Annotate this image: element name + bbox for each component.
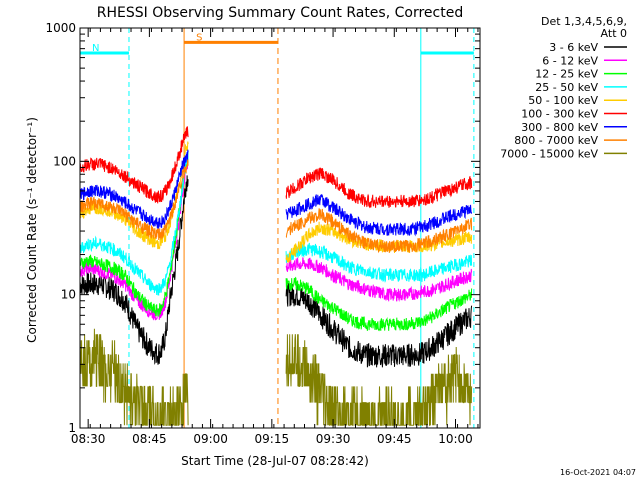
series-line-8-seg-0: [79, 328, 189, 426]
legend-label-6: 300 - 800 keV: [521, 121, 598, 134]
series-3: [79, 150, 473, 296]
legend-label-1: 6 - 12 keV: [542, 54, 598, 67]
series-0: [79, 175, 473, 368]
y-tick-label-0: 1: [68, 421, 76, 435]
legend-label-4: 50 - 100 keV: [528, 94, 598, 107]
axes: 1 10 100 1000 08:30 08:45 09:00 09:15 09:30 09:45…: [45, 21, 481, 446]
annotation-night-label-0: N: [92, 43, 99, 54]
x-tick-label-0: 08:30: [71, 432, 106, 446]
series-line-3-seg-1: [285, 242, 473, 283]
plot-area: NS: [79, 28, 475, 428]
series-line-4-seg-1: [285, 221, 473, 263]
series-8: [79, 328, 473, 426]
legend-header-line-1: Det 1,3,4,5,6,9,: [541, 15, 627, 28]
series-line-2-seg-0: [79, 153, 189, 317]
y-axis-label: Corrected Count Rate (s⁻¹ detector⁻¹): [25, 117, 39, 343]
x-tick-label-1: 08:45: [132, 432, 167, 446]
series-line-6-seg-0: [79, 149, 189, 229]
x-tick-label-4: 09:30: [316, 432, 351, 446]
series-line-6-seg-1: [285, 194, 473, 237]
x-tick-label-5: 09:45: [377, 432, 412, 446]
series-line-7-seg-0: [79, 159, 189, 241]
series-6: [79, 149, 473, 237]
x-tick-label-6: 10:00: [438, 432, 473, 446]
series-2: [79, 153, 473, 332]
annotation-saa-label-2: S: [196, 32, 202, 43]
series-line-2-seg-1: [285, 276, 473, 332]
footer-timestamp: 16-Oct-2021 04:07: [560, 468, 636, 477]
series-line-0-seg-1: [285, 282, 473, 368]
legend-label-2: 12 - 25 keV: [535, 68, 598, 81]
series-line-5-seg-0: [79, 126, 189, 204]
chart-title: RHESSI Observing Summary Count Rates, Co…: [97, 5, 463, 21]
series-line-5-seg-1: [285, 167, 473, 209]
y-tick-label-1: 10: [61, 288, 76, 302]
legend-header-line-2: Att 0: [601, 27, 627, 40]
series-5: [79, 126, 473, 209]
legend-label-3: 25 - 50 keV: [535, 81, 598, 94]
series-line-3-seg-0: [79, 150, 189, 296]
legend-label-0: 3 - 6 keV: [549, 41, 598, 54]
x-tick-label-2: 09:00: [193, 432, 228, 446]
series-line-1-seg-0: [79, 159, 189, 321]
series-line-1-seg-1: [285, 257, 473, 302]
plot-frame: [79, 27, 481, 429]
x-tick-label-3: 09:15: [255, 432, 290, 446]
series-7: [79, 159, 473, 254]
y-tick-label-3: 1000: [45, 21, 76, 35]
x-axis-label: Start Time (28-Jul-07 08:28:42): [181, 454, 369, 468]
series-1: [79, 159, 473, 321]
y-tick-label-2: 100: [53, 154, 76, 168]
series-line-7-seg-1: [285, 208, 473, 254]
series-line-8-seg-1: [285, 334, 473, 426]
legend-label-5: 100 - 300 keV: [521, 108, 598, 121]
series-line-0-seg-0: [79, 175, 189, 366]
legend-label-8: 7000 - 15000 keV: [500, 147, 598, 160]
series-line-4-seg-0: [79, 141, 189, 250]
legend-label-7: 800 - 7000 keV: [514, 134, 598, 147]
